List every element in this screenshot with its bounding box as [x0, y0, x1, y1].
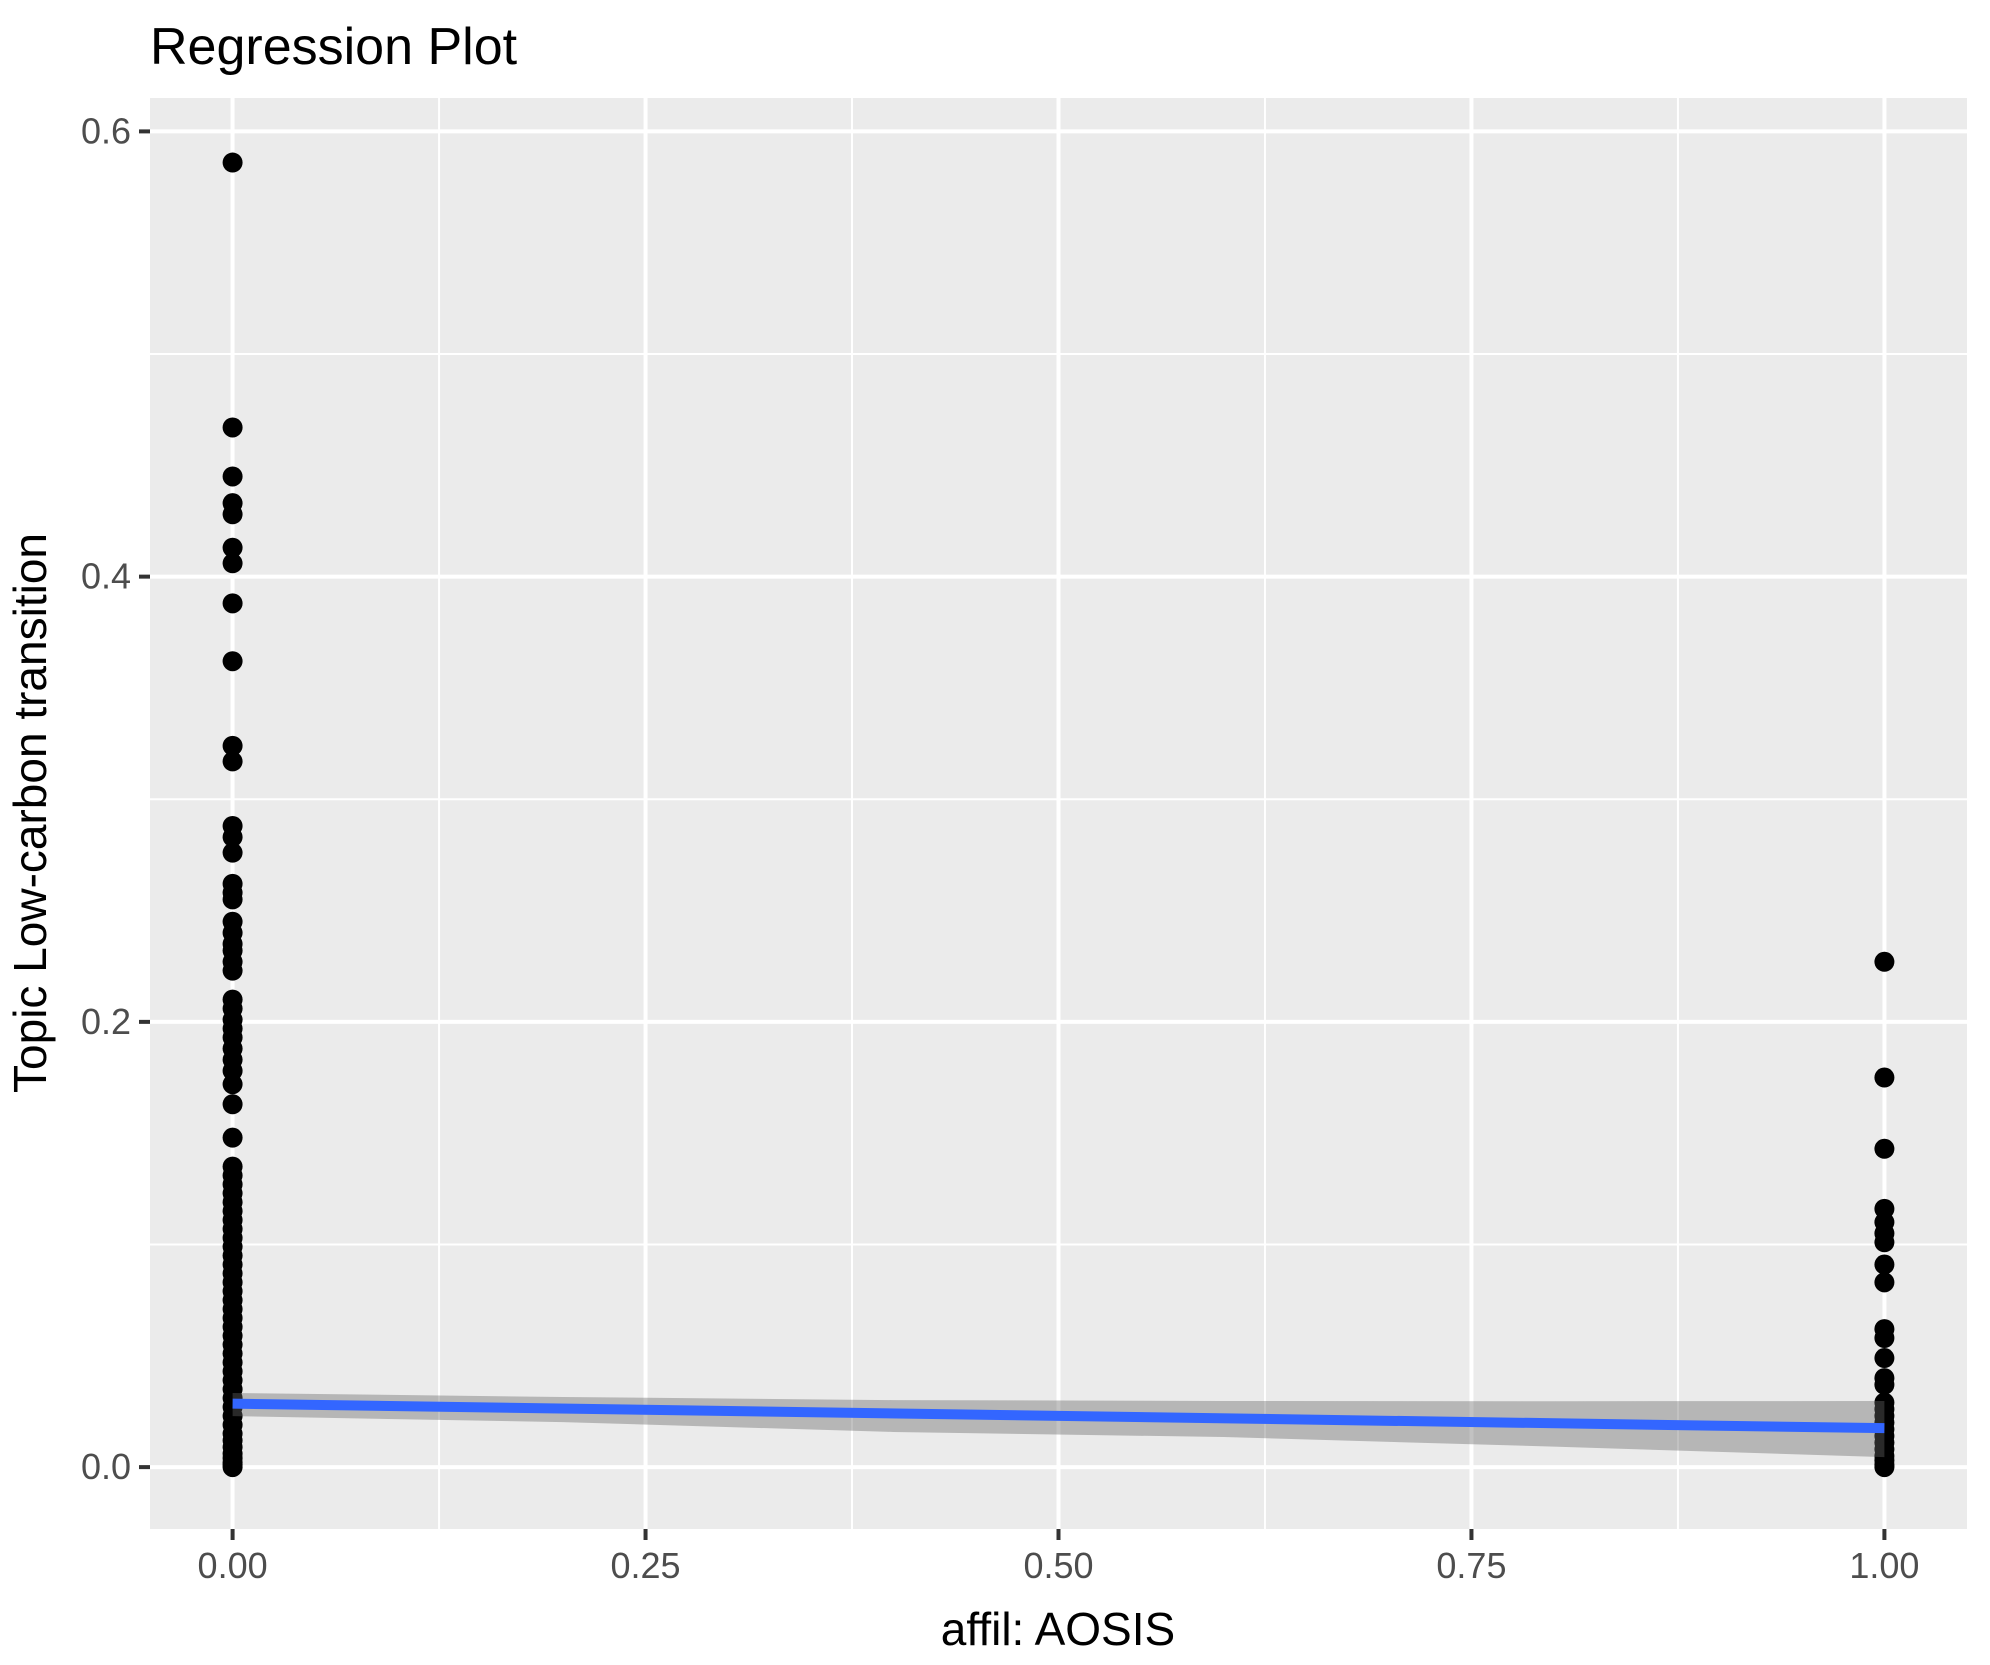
scatter-point [222, 1127, 243, 1148]
scatter-point [222, 960, 243, 981]
major-gridlines [150, 98, 1967, 1529]
scatter-point [222, 1457, 243, 1478]
scatter-point [222, 889, 243, 910]
scatter-point [1874, 1457, 1895, 1478]
scatter-point [222, 735, 243, 756]
scatter-point [222, 651, 243, 672]
scatter-point [1874, 1348, 1895, 1369]
scatter-point [222, 152, 243, 173]
axis-ticks [139, 129, 1887, 1540]
scatter-point [1874, 1232, 1895, 1253]
y-axis-label: Topic Low-carbon transition [4, 533, 56, 1093]
scatter-point [222, 827, 243, 848]
scatter-point [1874, 1067, 1895, 1088]
regression-line [232, 1398, 1885, 1434]
scatter-point [222, 504, 243, 525]
scatter-point [222, 1094, 243, 1115]
chart-title: Regression Plot [150, 18, 518, 76]
scatter-point [222, 537, 243, 558]
scatter-point [222, 417, 243, 438]
scatter-point [222, 466, 243, 487]
x-tick-label: 0.75 [1436, 1545, 1506, 1586]
y-tick-label: 0.2 [81, 1001, 131, 1042]
scatter-point [1874, 1138, 1895, 1159]
y-tick-label: 0.4 [81, 556, 131, 597]
scatter-point [1874, 1254, 1895, 1275]
scatter-point [222, 553, 243, 574]
scatter-points [222, 152, 1895, 1478]
scatter-point [1874, 1272, 1895, 1293]
scatter-point [1874, 1374, 1895, 1395]
x-tick-label: 0.00 [198, 1545, 268, 1586]
scatter-point [222, 751, 243, 772]
x-tick-label: 0.50 [1023, 1545, 1093, 1586]
x-tick-label: 0.25 [611, 1545, 681, 1586]
scatter-point [222, 1074, 243, 1095]
x-tick-label: 1.00 [1849, 1545, 1919, 1586]
y-tick-label: 0.0 [81, 1446, 131, 1487]
scatter-point [1874, 951, 1895, 972]
scatter-point [222, 593, 243, 614]
regression-line [232, 1398, 1885, 1434]
scatter-point [222, 842, 243, 863]
y-tick-label: 0.6 [81, 110, 131, 151]
x-axis-label: affil: AOSIS [941, 1603, 1175, 1655]
scatter-point [1874, 1327, 1895, 1348]
axis-tick-labels: 0.00 0.25 0.50 0.75 1.00 0.0 0.2 0.4 0.6 [81, 110, 1919, 1586]
